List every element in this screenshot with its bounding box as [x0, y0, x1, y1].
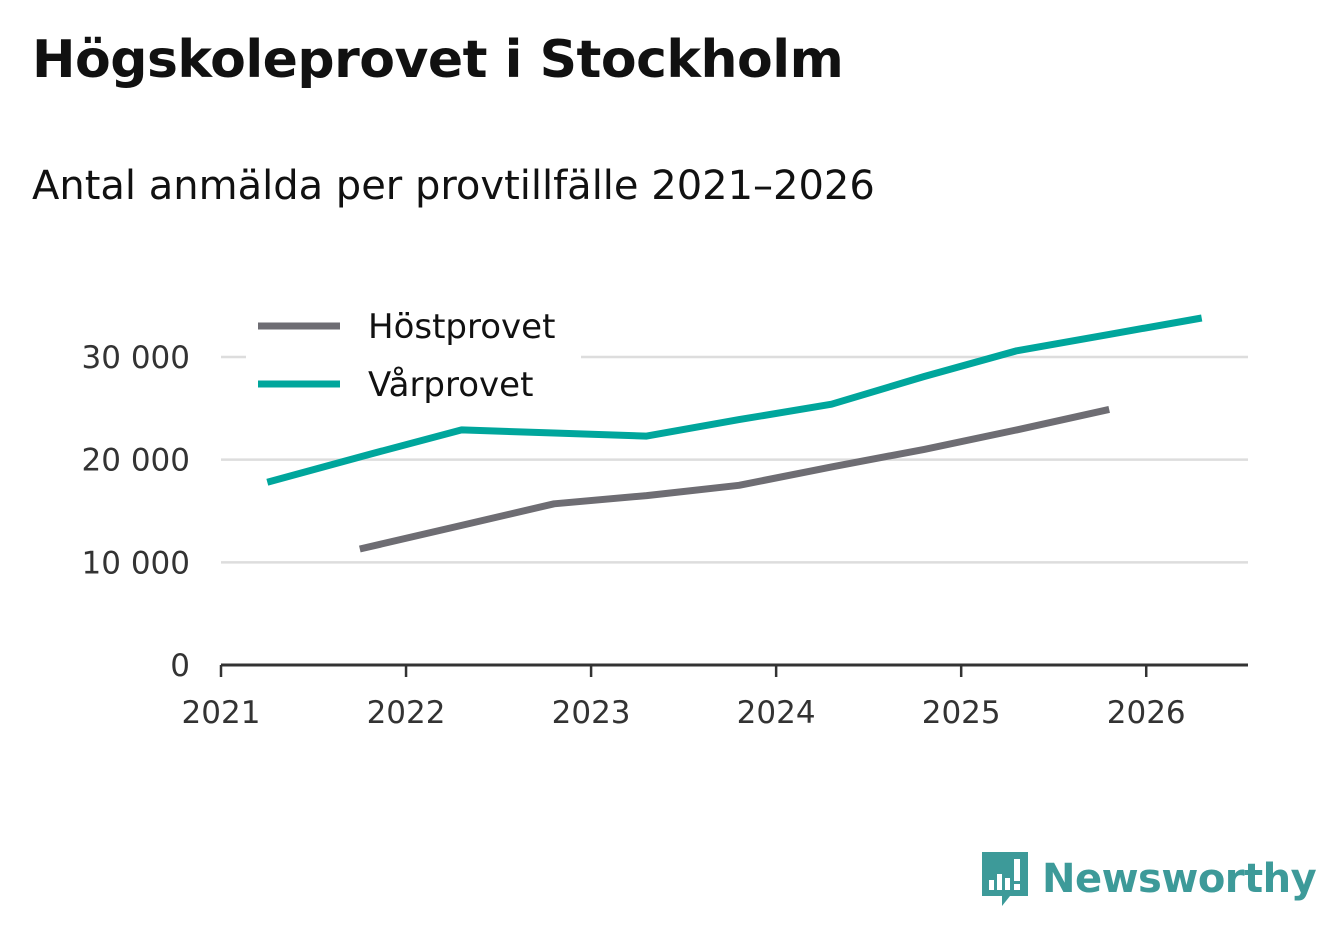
x-tick-label: 2024	[737, 695, 816, 731]
x-tick-label: 2026	[1107, 695, 1186, 731]
y-tick-label: 30 000	[82, 340, 190, 376]
x-tick-label: 2021	[182, 695, 261, 731]
y-tick-label: 20 000	[82, 443, 190, 479]
legend: Höstprovet Vårprovet	[246, 300, 581, 412]
series-line-v-rprovet	[266, 314, 1203, 486]
y-tick-label: 0	[170, 648, 190, 684]
y-axis: 0 10 000 20 000 30 000	[82, 340, 190, 684]
x-axis: 2021 2022 2023 2024 2025 2026	[182, 663, 1248, 731]
newsworthy-logo: Newsworthy	[980, 850, 1317, 908]
x-tick-label: 2025	[922, 695, 1001, 731]
legend-background	[246, 300, 581, 412]
newsworthy-logo-text: Newsworthy	[1042, 856, 1317, 902]
newsworthy-logo-icon	[982, 852, 1028, 906]
x-tick-label: 2022	[367, 695, 446, 731]
x-tick-label: 2023	[552, 695, 631, 731]
series-lines	[266, 314, 1203, 553]
series-line-h-stprovet	[359, 405, 1110, 553]
chart-subtitle: Antal anmälda per provtillfälle 2021–202…	[32, 163, 875, 209]
chart-title: Högskoleprovet i Stockholm	[32, 30, 844, 90]
legend-label: Vårprovet	[368, 365, 533, 405]
legend-label: Höstprovet	[368, 307, 555, 347]
y-tick-label: 10 000	[82, 545, 190, 581]
